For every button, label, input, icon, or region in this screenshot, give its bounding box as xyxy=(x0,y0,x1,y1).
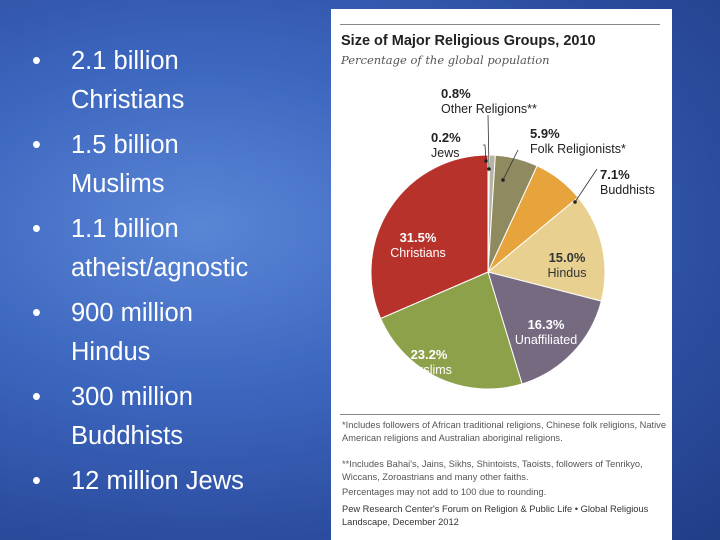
pie-slice-christians xyxy=(370,154,489,320)
chart-subtitle: Percentage of the global population xyxy=(341,53,550,67)
chart-title: Size of Major Religious Groups, 2010 xyxy=(341,33,596,49)
category-label-unaffiliated: Unaffiliated xyxy=(515,333,577,347)
bullet-jews: 12 million Jews xyxy=(26,462,326,501)
leader-dot-folk-religionists xyxy=(501,178,505,182)
category-label-buddhists: Buddhists xyxy=(600,183,655,197)
category-label-christians: Christians xyxy=(390,246,446,260)
value-label-muslims: 23.2% xyxy=(411,347,448,362)
footnote-other: **Includes Bahai's, Jains, Sikhs, Shinto… xyxy=(342,459,643,482)
leader-dot-other-religions xyxy=(487,167,491,171)
notes-rule xyxy=(340,414,660,415)
leader-line-other-religions xyxy=(487,114,490,170)
top-rule xyxy=(340,24,660,25)
category-label-jews: Jews xyxy=(431,146,459,160)
chart-source: Pew Research Center's Forum on Religion … xyxy=(342,504,649,527)
value-label-folk-religionists: 5.9% xyxy=(530,126,560,141)
leader-line-folk-religionists xyxy=(502,149,519,181)
leader-dot-buddhists xyxy=(573,200,577,204)
leader-line-buddhists xyxy=(574,168,598,203)
footnote-rounding: Percentages may not add to 100 due to ro… xyxy=(342,487,547,497)
category-label-hindus: Hindus xyxy=(548,266,587,280)
leader-line-jews xyxy=(483,144,487,162)
footnote-folk: *Includes followers of African tradition… xyxy=(342,420,667,443)
leader-dot-jews xyxy=(484,159,488,163)
pie-slice-muslims xyxy=(379,271,523,390)
pie-slice-unaffiliated xyxy=(487,271,602,385)
chart-card: Size of Major Religious Groups, 2010 Per… xyxy=(331,9,672,540)
pie-chart: 0.2%Jews 0.8%Other Religions** 5.9%Folk Re… xyxy=(370,86,655,390)
value-label-buddhists: 7.1% xyxy=(600,167,630,182)
category-label-muslims: Muslims xyxy=(406,363,452,377)
value-label-other-religions: 0.8% xyxy=(441,86,471,101)
value-label-christians: 31.5% xyxy=(400,230,437,245)
category-label-folk-religionists: Folk Religionists* xyxy=(530,142,626,156)
value-label-jews: 0.2% xyxy=(431,130,461,145)
category-label-other-religions: Other Religions** xyxy=(441,102,537,116)
value-label-unaffiliated: 16.3% xyxy=(528,317,565,332)
pie-slice-hindus xyxy=(486,196,606,302)
value-label-hindus: 15.0% xyxy=(549,250,586,265)
